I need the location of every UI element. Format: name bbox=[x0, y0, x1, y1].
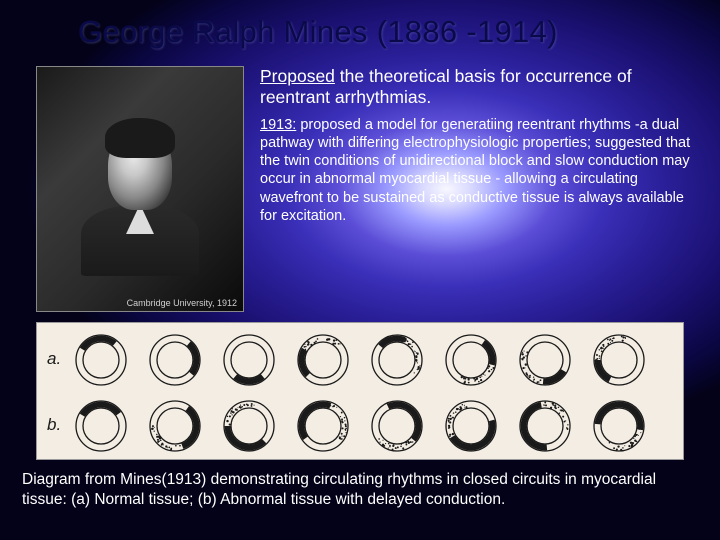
diagram-row-label-a: a. bbox=[47, 349, 61, 369]
ring-icon bbox=[591, 332, 647, 388]
diagram-row-b bbox=[73, 397, 673, 455]
ring-icon bbox=[147, 398, 203, 454]
ring-icon bbox=[369, 398, 425, 454]
ring-icon bbox=[369, 332, 425, 388]
slide-title: George Ralph Mines (1886 -1914) bbox=[78, 14, 558, 50]
ring-icon bbox=[221, 398, 277, 454]
ring-icon bbox=[147, 332, 203, 388]
body-underlined: 1913: bbox=[260, 117, 296, 133]
ring-icon bbox=[443, 398, 499, 454]
ring-icon bbox=[591, 398, 647, 454]
portrait-photo: Cambridge University, 1912 bbox=[36, 66, 244, 312]
subtitle-underlined: Proposed bbox=[260, 66, 335, 86]
ring-icon bbox=[295, 332, 351, 388]
ring-icon bbox=[295, 398, 351, 454]
diagram-caption: Diagram from Mines(1913) demonstrating c… bbox=[22, 470, 702, 510]
body-text: 1913: proposed a model for generatiing r… bbox=[260, 116, 704, 225]
subtitle-text: Proposed the theoretical basis for occur… bbox=[260, 66, 700, 109]
ring-icon bbox=[443, 332, 499, 388]
body-rest: proposed a model for generatiing reentra… bbox=[260, 117, 690, 224]
ring-icon bbox=[517, 398, 573, 454]
diagram-row-a bbox=[73, 331, 673, 389]
portrait-silhouette bbox=[80, 104, 200, 264]
photo-caption: Cambridge University, 1912 bbox=[127, 298, 237, 308]
diagram-panel: a. b. bbox=[36, 322, 684, 460]
ring-icon bbox=[517, 332, 573, 388]
diagram-row-label-b: b. bbox=[47, 415, 61, 435]
ring-icon bbox=[73, 332, 129, 388]
ring-icon bbox=[221, 332, 277, 388]
ring-icon bbox=[73, 398, 129, 454]
